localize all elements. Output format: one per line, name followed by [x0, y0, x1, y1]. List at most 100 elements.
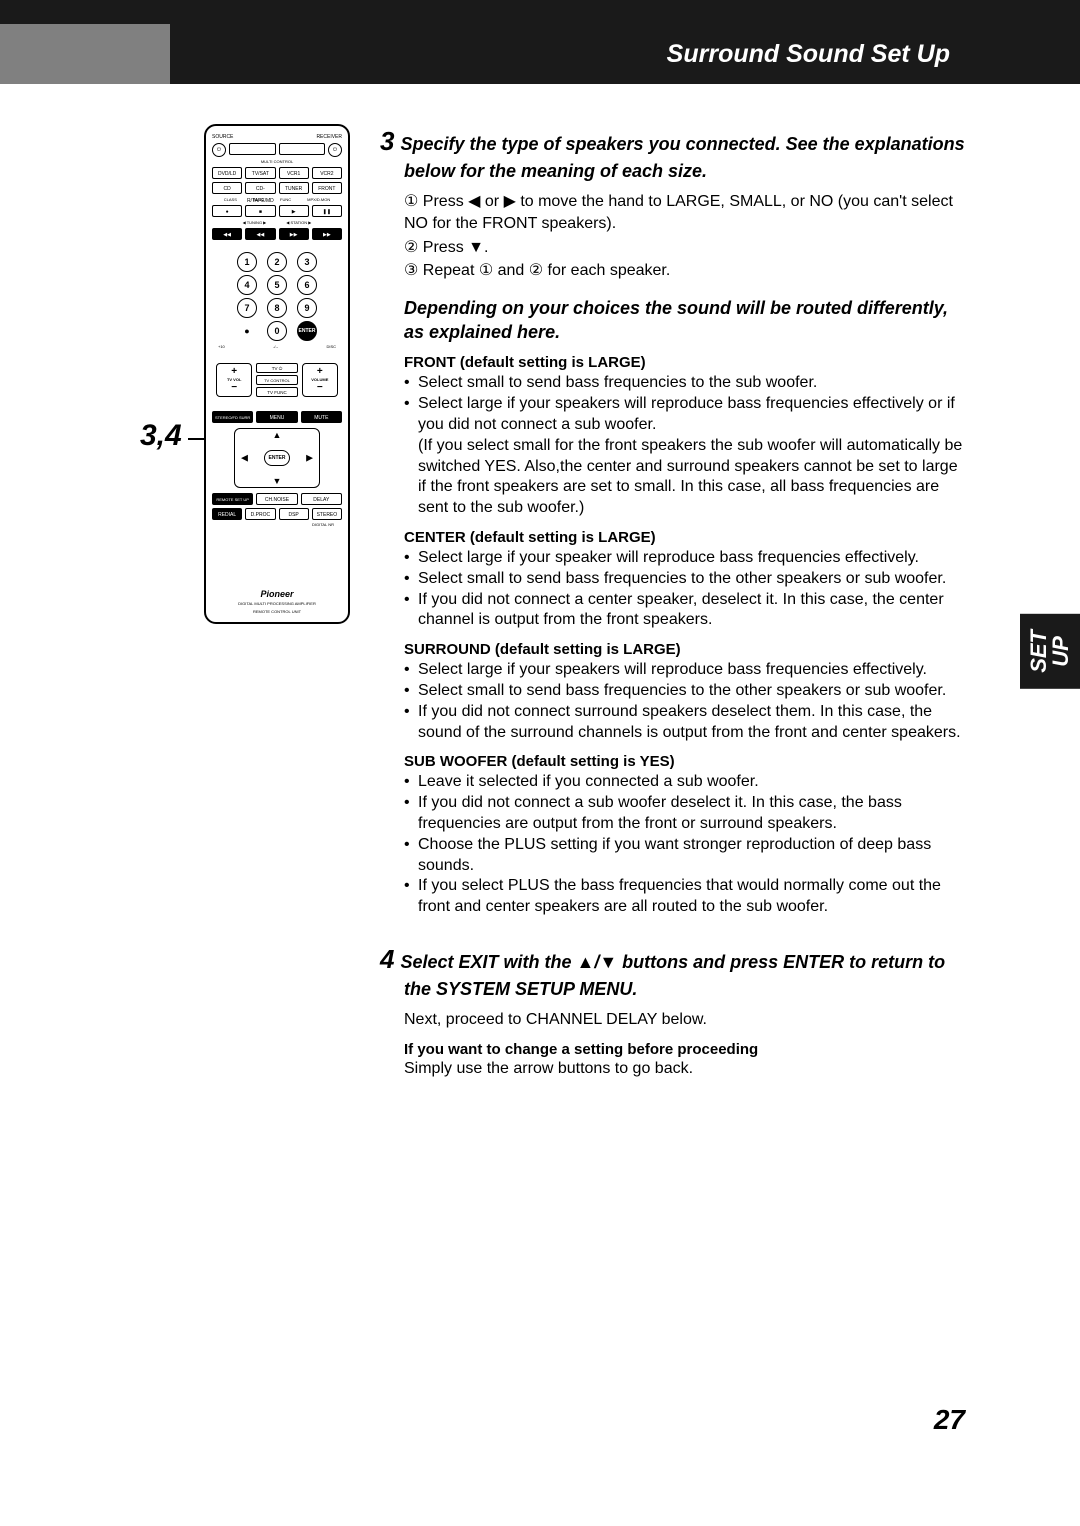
header-title: Surround Sound Set Up	[170, 24, 1080, 84]
remote-label: ◀ TUNING ▶	[243, 220, 267, 225]
remote-num-btn: 6	[297, 275, 317, 295]
callout-label: 3,4	[140, 419, 182, 453]
remote-num-btn: 0	[267, 321, 287, 341]
front-section: FRONT (default setting is LARGE) Select …	[380, 354, 965, 519]
surround-title: SURROUND (default setting is LARGE)	[404, 641, 965, 658]
page-body: SET UP 3,4 SOURCE RECEIVER ⏻	[0, 84, 1080, 1464]
subwoofer-section: SUB WOOFER (default setting is YES) Leav…	[380, 753, 965, 918]
remote-num-btn: 5	[267, 275, 287, 295]
left-column: 3,4 SOURCE RECEIVER ⏻ ⏻ MULTI CONTR	[170, 124, 350, 1103]
front-bullet: Select large if your speakers will repro…	[404, 394, 965, 519]
page-number: 27	[934, 1404, 965, 1436]
surround-bullets: Select large if your speakers will repro…	[404, 660, 965, 743]
remote-num-btn: 3	[297, 252, 317, 272]
remote-label: FUNC	[280, 197, 291, 202]
remote-btn: VCR2	[312, 167, 342, 179]
remote-vol: +TV VOL−	[216, 363, 252, 397]
remote-btn: ❚❚	[312, 205, 342, 217]
side-tab: SET UP	[1020, 614, 1080, 689]
remote-enter-btn: ENTER	[297, 321, 317, 341]
front-bullet: Select small to send bass frequencies to…	[404, 373, 965, 394]
surround-section: SURROUND (default setting is LARGE) Sele…	[380, 641, 965, 743]
step-4-title: Select EXIT with the ▲/▼ buttons and pre…	[400, 952, 945, 999]
remote-num-btn: 1	[237, 252, 257, 272]
remote-label: RECEIVER	[279, 134, 343, 140]
remote-btn: CD	[212, 182, 242, 194]
step-4-body: Next, proceed to CHANNEL DELAY below.	[380, 1009, 965, 1031]
remote-label: MULTI CONTROL	[212, 160, 342, 164]
subwoofer-bullet: Choose the PLUS setting if you want stro…	[404, 835, 965, 877]
right-column: 3Specify the type of speakers you connec…	[380, 124, 965, 1103]
center-title: CENTER (default setting is LARGE)	[404, 529, 965, 546]
remote-label: MPX/D.MON	[307, 197, 330, 202]
header-row: Surround Sound Set Up	[0, 24, 1080, 84]
remote-label: DIGITAL NR	[212, 523, 342, 527]
remote-label: DISC	[326, 344, 336, 349]
remote-btn	[229, 143, 276, 155]
remote-btn: ▶▶	[279, 228, 309, 240]
remote-btn: D.PROC	[245, 508, 275, 520]
left-arrow-icon: ◀	[241, 453, 248, 464]
front-title: FRONT (default setting is LARGE)	[404, 354, 965, 371]
surround-bullet: Select small to send bass frequencies to…	[404, 681, 965, 702]
step-3-item-3: ③ Repeat ① and ② for each speaker.	[404, 260, 965, 282]
remote-label: -/--	[273, 344, 278, 349]
surround-bullet: Select large if your speakers will repro…	[404, 660, 965, 681]
remote-btn: STEREO/FD SURR	[212, 411, 253, 423]
remote-btn: ■	[245, 205, 275, 217]
subwoofer-bullet: If you select PLUS the bass frequencies …	[404, 876, 965, 918]
remote-btn: FRONT	[312, 182, 342, 194]
remote-btn: ◀◀	[245, 228, 275, 240]
remote-label: REMOTE CONTROL UNIT	[212, 610, 342, 614]
remote-label: BAND	[253, 197, 264, 202]
center-bullet: Select large if your speaker will reprod…	[404, 548, 965, 569]
remote-btn: ⏻	[212, 143, 226, 157]
remote-num-btn: 9	[297, 298, 317, 318]
remote-btn: TV FUNC	[256, 387, 297, 397]
page: Surround Sound Set Up SET UP 3,4 SOURCE …	[0, 0, 1080, 1464]
step-3-item-1: ① Press ◀ or ▶ to move the hand to LARGE…	[404, 191, 965, 234]
step-4-number: 4	[380, 944, 394, 974]
subwoofer-bullet: Leave it selected if you connected a sub…	[404, 772, 965, 793]
side-tab-line2: UP	[1048, 636, 1073, 667]
remote-control-illustration: SOURCE RECEIVER ⏻ ⏻ MULTI CONTROL DVD/LD…	[204, 124, 350, 624]
remote-btn: ●	[212, 205, 242, 217]
remote-btn: MENU	[256, 411, 297, 423]
remote-dpad-enter: ENTER	[264, 450, 290, 466]
right-arrow-icon: ▶	[306, 453, 313, 464]
step-3-number: 3	[380, 126, 394, 156]
step-3-ordered-list: ① Press ◀ or ▶ to move the hand to LARGE…	[380, 191, 965, 281]
top-banner	[0, 0, 1080, 24]
remote-label: ◀ STATION ▶	[286, 220, 311, 225]
up-arrow-icon: ▲	[273, 430, 282, 440]
remote-btn: TV/SAT	[245, 167, 275, 179]
step-3-heading: 3Specify the type of speakers you connec…	[380, 124, 965, 183]
step-3-subheading: Depending on your choices the sound will…	[380, 296, 965, 345]
remote-btn: ⏻	[328, 143, 342, 157]
remote-num-btn: 8	[267, 298, 287, 318]
remote-num-btn: 4	[237, 275, 257, 295]
remote-btn: REDIAL	[212, 508, 242, 520]
center-bullet: Select small to send bass frequencies to…	[404, 569, 965, 590]
step-3-item-2: ② Press ▼.	[404, 237, 965, 259]
step-4-note-title: If you want to change a setting before p…	[380, 1041, 965, 1058]
remote-btn	[279, 143, 326, 155]
remote-num-btn: 2	[267, 252, 287, 272]
step-3: 3Specify the type of speakers you connec…	[380, 124, 965, 918]
subwoofer-bullet: If you did not connect a sub woofer dese…	[404, 793, 965, 835]
remote-btn: REMOTE SET UP	[212, 493, 253, 505]
remote-btn: CD-R/TAPE/MD	[245, 182, 275, 194]
remote-brand: Pioneer	[212, 589, 342, 599]
header-left-block	[0, 24, 170, 84]
step-3-title: Specify the type of speakers you connect…	[400, 134, 964, 181]
remote-btn: TV ⏻	[256, 363, 297, 373]
remote-dpad: ▲ ▼ ◀ ▶ ENTER	[234, 428, 320, 488]
remote-btn: MUTE	[301, 411, 342, 423]
remote-btn: DELAY	[301, 493, 342, 505]
step-4-heading: 4Select EXIT with the ▲/▼ buttons and pr…	[380, 942, 965, 1001]
remote-btn: VCR1	[279, 167, 309, 179]
remote-btn: DVD/LD	[212, 167, 242, 179]
subwoofer-bullets: Leave it selected if you connected a sub…	[404, 772, 965, 918]
remote-dot-btn: ●	[237, 321, 257, 341]
front-bullets: Select small to send bass frequencies to…	[404, 373, 965, 519]
